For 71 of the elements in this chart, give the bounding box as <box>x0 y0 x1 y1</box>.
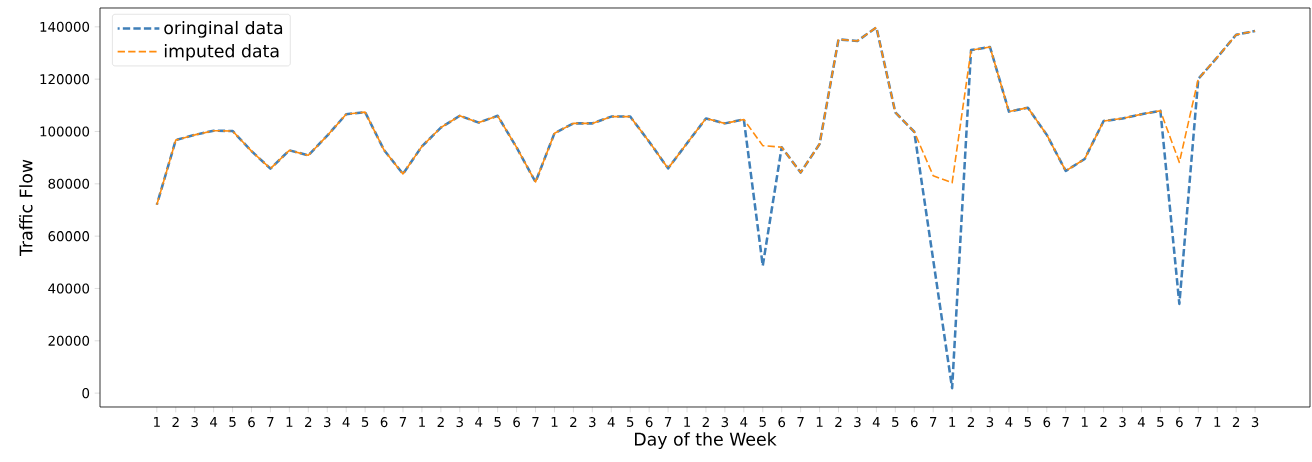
x-tick-label: 5 <box>892 417 899 427</box>
x-tick-label: 4 <box>740 417 748 427</box>
x-tick-label: 7 <box>399 417 407 427</box>
y-tick-label: 40000 <box>48 283 90 294</box>
x-tick-label: 3 <box>1251 417 1259 428</box>
x-tick-label: 1 <box>551 417 558 427</box>
x-tick-label: 4 <box>475 417 483 427</box>
x-tick-label: 7 <box>797 417 804 427</box>
x-tick-label: 3 <box>854 417 861 428</box>
x-tick-label: 5 <box>626 417 634 427</box>
x-tick-label: 4 <box>607 417 615 427</box>
x-tick-label: 3 <box>721 417 729 428</box>
y-tick-label: 60000 <box>48 231 90 242</box>
x-tick-label: 4 <box>342 417 350 427</box>
x-tick-label: 1 <box>1081 417 1088 427</box>
x-tick-label: 6 <box>645 417 653 428</box>
x-tick-label: 6 <box>1176 417 1183 428</box>
x-tick-label: 7 <box>664 417 672 427</box>
x-tick-label: 6 <box>248 417 255 428</box>
x-tick-label: 3 <box>456 417 463 428</box>
x-tick-label: 2 <box>570 417 577 427</box>
x-tick-label: 1 <box>154 417 160 427</box>
x-tick-label: 4 <box>872 417 880 427</box>
y-tick-label: 80000 <box>48 178 90 189</box>
x-tick-label: 1 <box>1214 417 1221 427</box>
x-tick-label: 7 <box>267 417 274 427</box>
x-tick-label: 5 <box>759 417 766 427</box>
x-tick-label: 4 <box>1005 417 1013 427</box>
x-tick-label: 1 <box>949 417 956 427</box>
legend-label: oringinal data <box>164 20 283 38</box>
x-tick-label: 2 <box>1232 417 1240 427</box>
x-tick-label: 3 <box>191 417 198 428</box>
x-tick-label: 6 <box>380 417 388 428</box>
x-tick-label: 5 <box>361 417 369 427</box>
x-tick-label: 3 <box>324 417 331 428</box>
y-axis-title: Traffic Flow <box>19 159 33 257</box>
x-tick-label: 4 <box>210 417 218 427</box>
y-tick-label: 100000 <box>40 126 90 137</box>
x-tick-label: 6 <box>1043 417 1051 428</box>
x-tick-label: 5 <box>229 417 236 427</box>
x-tick-label: 7 <box>1062 417 1069 427</box>
x-tick-label: 2 <box>702 417 709 427</box>
x-tick-label: 3 <box>986 417 994 428</box>
x-tick-label: 3 <box>589 417 596 428</box>
x-tick-label: 6 <box>513 417 521 428</box>
x-tick-label: 1 <box>816 417 823 427</box>
x-axis-title: Day of the Week <box>635 432 777 450</box>
x-tick-label: 5 <box>1157 417 1164 427</box>
x-tick-label: 2 <box>835 417 842 427</box>
x-tick-label: 7 <box>1195 417 1202 427</box>
x-tick-label: 6 <box>910 417 918 428</box>
x-tick-label: 2 <box>967 417 974 427</box>
x-tick-label: 6 <box>778 417 786 428</box>
x-tick-label: 2 <box>1100 417 1107 427</box>
y-tick-label: 120000 <box>40 74 90 85</box>
x-tick-label: 5 <box>1024 417 1031 427</box>
x-tick-label: 2 <box>305 417 312 427</box>
x-tick-label: 7 <box>930 417 937 427</box>
y-tick-label: 0 <box>82 388 90 399</box>
y-tick-label: 20000 <box>48 335 90 346</box>
legend-label: imputed data <box>164 44 279 61</box>
x-tick-label: 2 <box>172 417 179 427</box>
x-tick-label: 5 <box>494 417 501 427</box>
x-tick-label: 2 <box>437 417 444 427</box>
x-tick-label: 3 <box>1119 417 1126 428</box>
x-tick-label: 1 <box>419 417 425 427</box>
x-tick-label: 1 <box>684 417 691 427</box>
y-tick-label: 140000 <box>40 21 90 32</box>
x-tick-label: 1 <box>286 417 293 427</box>
x-tick-label: 7 <box>532 417 539 427</box>
x-tick-label: 4 <box>1137 417 1145 427</box>
